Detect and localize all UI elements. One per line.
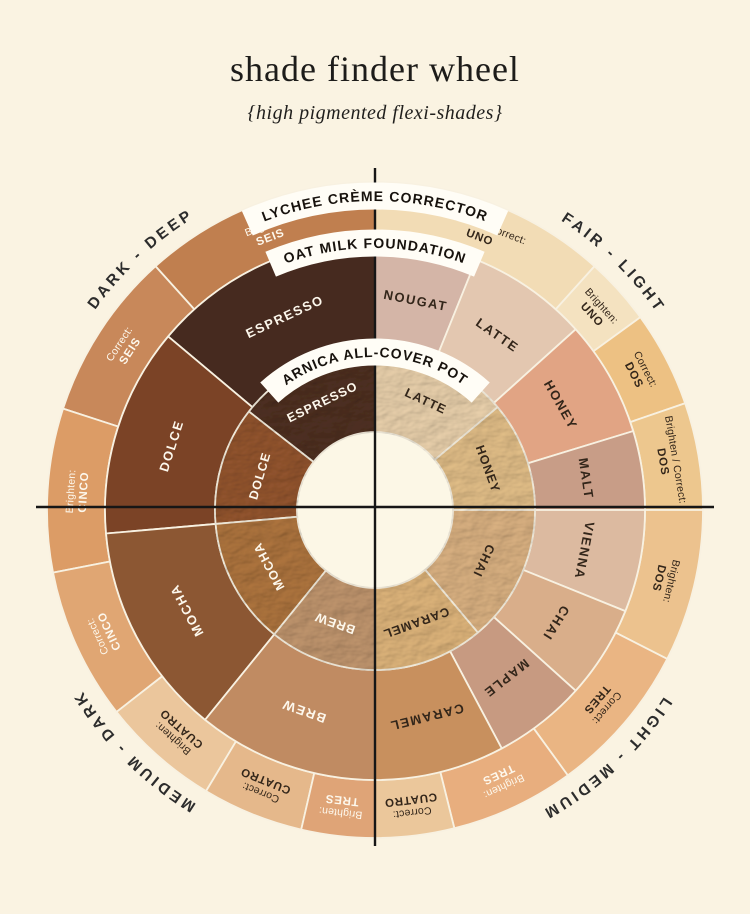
segment-arnica-all-cover-pot-dolce: [214, 410, 315, 525]
label-oat-milk-foundation-malt: MALT: [576, 457, 597, 500]
banner-band-oat-milk-foundation: [265, 229, 485, 277]
segment-arnica-all-cover-pot-mocha: [214, 515, 327, 636]
ring-oat-milk-foundation: [104, 239, 646, 781]
segment-arnica-all-cover-pot-brew: [273, 569, 376, 671]
banner-band-lychee-cr-me-corrector: [241, 182, 509, 236]
label-lychee-creme-corrector-brighten-tres: Brighten:TRES: [318, 791, 364, 821]
page-title: shade finder wheel: [230, 49, 520, 89]
label-lychee-creme-corrector-brighten-cinco: Brighten:CINCO: [64, 469, 92, 514]
banner-band-arnica-all-cover-pot: [260, 338, 490, 403]
page-subtitle: {high pigmented flexi-shades}: [247, 101, 503, 124]
page-header: shade finder wheel {high pigmented flexi…: [0, 49, 750, 125]
